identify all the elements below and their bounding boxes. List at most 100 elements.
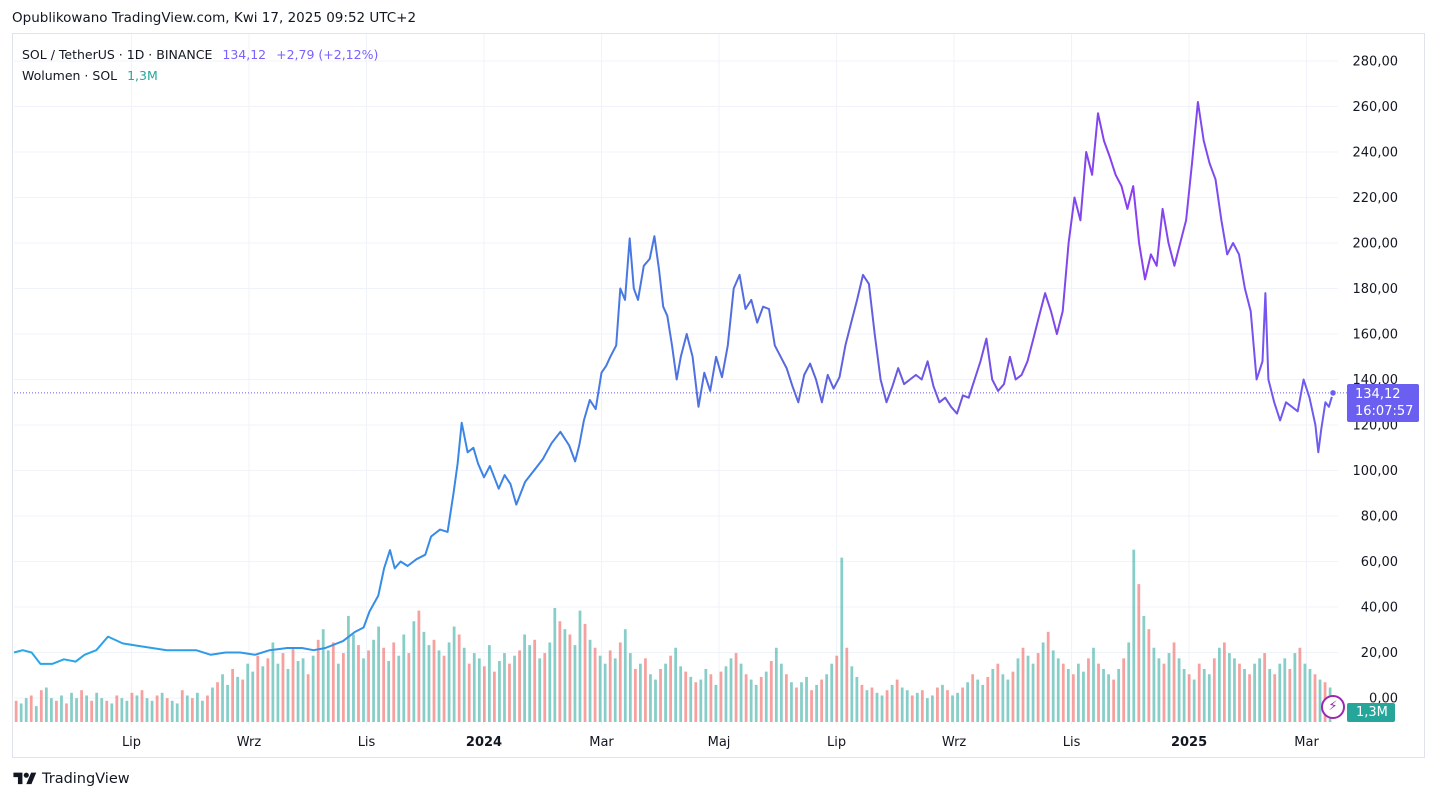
- volume-bar: [1308, 668, 1312, 722]
- x-tick-label: 2024: [466, 735, 502, 750]
- volume-bar: [34, 706, 38, 722]
- volume-bar: [145, 698, 149, 722]
- volume-bar: [482, 666, 486, 722]
- y-tick-label: 220,00: [1353, 191, 1399, 206]
- volume-bar: [362, 658, 365, 722]
- volume-bar: [180, 690, 184, 722]
- volume-bar: [885, 690, 889, 722]
- volume-bar: [769, 661, 773, 722]
- volume-bar: [29, 695, 33, 722]
- volume-bar: [1253, 663, 1256, 722]
- volume-bar: [684, 671, 688, 722]
- volume-bar: [190, 698, 194, 722]
- volume-bar: [1162, 663, 1166, 722]
- volume-bar: [125, 700, 129, 722]
- volume-bar: [608, 650, 612, 722]
- volume-bar: [382, 647, 386, 722]
- legend-volume-label: Wolumen · SOL: [22, 68, 118, 83]
- volume-bar: [100, 698, 104, 722]
- volume-bar: [311, 655, 315, 722]
- volume-bar: [226, 684, 229, 722]
- volume-bar: [44, 687, 48, 722]
- volume-bar: [1066, 668, 1070, 722]
- volume-bar: [55, 700, 58, 722]
- volume-bar: [1112, 679, 1116, 722]
- volume-bar: [779, 663, 783, 722]
- y-axis: 0,0020,0040,0060,0080,00100,00120,00140,…: [1353, 55, 1399, 707]
- y-tick-label: 80,00: [1361, 510, 1398, 525]
- volume-bar: [659, 668, 662, 722]
- volume-bar: [39, 690, 43, 722]
- volume-bar: [1026, 655, 1030, 722]
- y-tick-label: 120,00: [1353, 419, 1399, 434]
- x-tick-label: Maj: [708, 735, 731, 750]
- volume-bar: [946, 690, 949, 722]
- volume-bar: [593, 647, 597, 722]
- volume-bar: [1157, 658, 1161, 722]
- volume-bar: [251, 671, 255, 722]
- volume-bar: [377, 626, 380, 722]
- volume-bar: [1102, 668, 1105, 722]
- volume-bar: [810, 690, 813, 722]
- volume-bar: [50, 698, 53, 722]
- volume-bar: [211, 687, 214, 722]
- lightning-icon[interactable]: ⚡: [1321, 695, 1345, 719]
- volume-bar: [951, 695, 954, 722]
- volume-bar: [966, 682, 970, 722]
- chart-frame[interactable]: [12, 33, 1425, 758]
- volume-bar: [518, 650, 521, 722]
- volume-bar: [140, 690, 144, 722]
- volume-bar: [331, 642, 335, 722]
- volume-bar: [618, 642, 622, 722]
- bar-countdown: 16:07:57: [1355, 404, 1414, 419]
- volume-bar: [367, 650, 370, 722]
- volume-bar: [1228, 653, 1231, 722]
- volume-bar: [936, 687, 939, 722]
- volume-bar: [130, 692, 134, 722]
- chart-legend: SOL / TetherUS · 1D · BINANCE 134,12 +2,…: [22, 44, 378, 86]
- volume-bar: [941, 684, 944, 722]
- volume-bar: [417, 610, 421, 722]
- volume-bar: [185, 695, 189, 722]
- brand-name: TradingView: [42, 771, 130, 787]
- volume-bar: [588, 639, 592, 722]
- legend-volume-row[interactable]: Wolumen · SOL 1,3M: [22, 65, 378, 86]
- volume-bar: [714, 684, 718, 722]
- volume-bar: [845, 647, 849, 722]
- volume-bar: [724, 666, 728, 722]
- volume-bar: [860, 684, 864, 722]
- volume-bar: [734, 653, 738, 722]
- x-tick-label: Mar: [1294, 735, 1319, 750]
- volume-bar: [397, 655, 401, 722]
- volume-bar: [1142, 615, 1146, 722]
- volume-bar: [1127, 642, 1131, 722]
- volume-bar: [266, 658, 270, 722]
- volume-bar: [241, 679, 245, 722]
- volume-bar: [1056, 658, 1060, 722]
- volume-bar: [704, 668, 708, 722]
- volume-bar: [477, 658, 481, 722]
- volume-bar: [357, 645, 360, 722]
- price-chart[interactable]: 0,0020,0040,0060,0080,00100,00120,00140,…: [0, 0, 1438, 760]
- volume-bar: [341, 653, 345, 722]
- y-tick-label: 40,00: [1361, 601, 1398, 616]
- volume-bar: [825, 674, 829, 722]
- volume-bar: [774, 647, 778, 722]
- legend-symbol-row[interactable]: SOL / TetherUS · 1D · BINANCE 134,12 +2,…: [22, 44, 378, 65]
- volume-bar: [1263, 653, 1267, 722]
- volume-bar: [1021, 647, 1025, 722]
- x-tick-label: Wrz: [942, 735, 967, 750]
- volume-bar: [316, 639, 320, 722]
- volume-bar: [105, 700, 109, 722]
- tradingview-brand[interactable]: TradingView: [12, 770, 130, 788]
- volume-bar: [800, 682, 803, 722]
- volume-bar: [150, 700, 154, 722]
- volume-bar: [669, 655, 672, 722]
- x-tick-label: Lis: [1063, 735, 1081, 750]
- volume-bar: [1182, 668, 1186, 722]
- volume-bar: [1303, 663, 1307, 722]
- volume-bar: [961, 687, 964, 722]
- volume-bar: [1258, 658, 1262, 722]
- volume-bar: [633, 668, 637, 722]
- volume-bar: [1318, 679, 1322, 722]
